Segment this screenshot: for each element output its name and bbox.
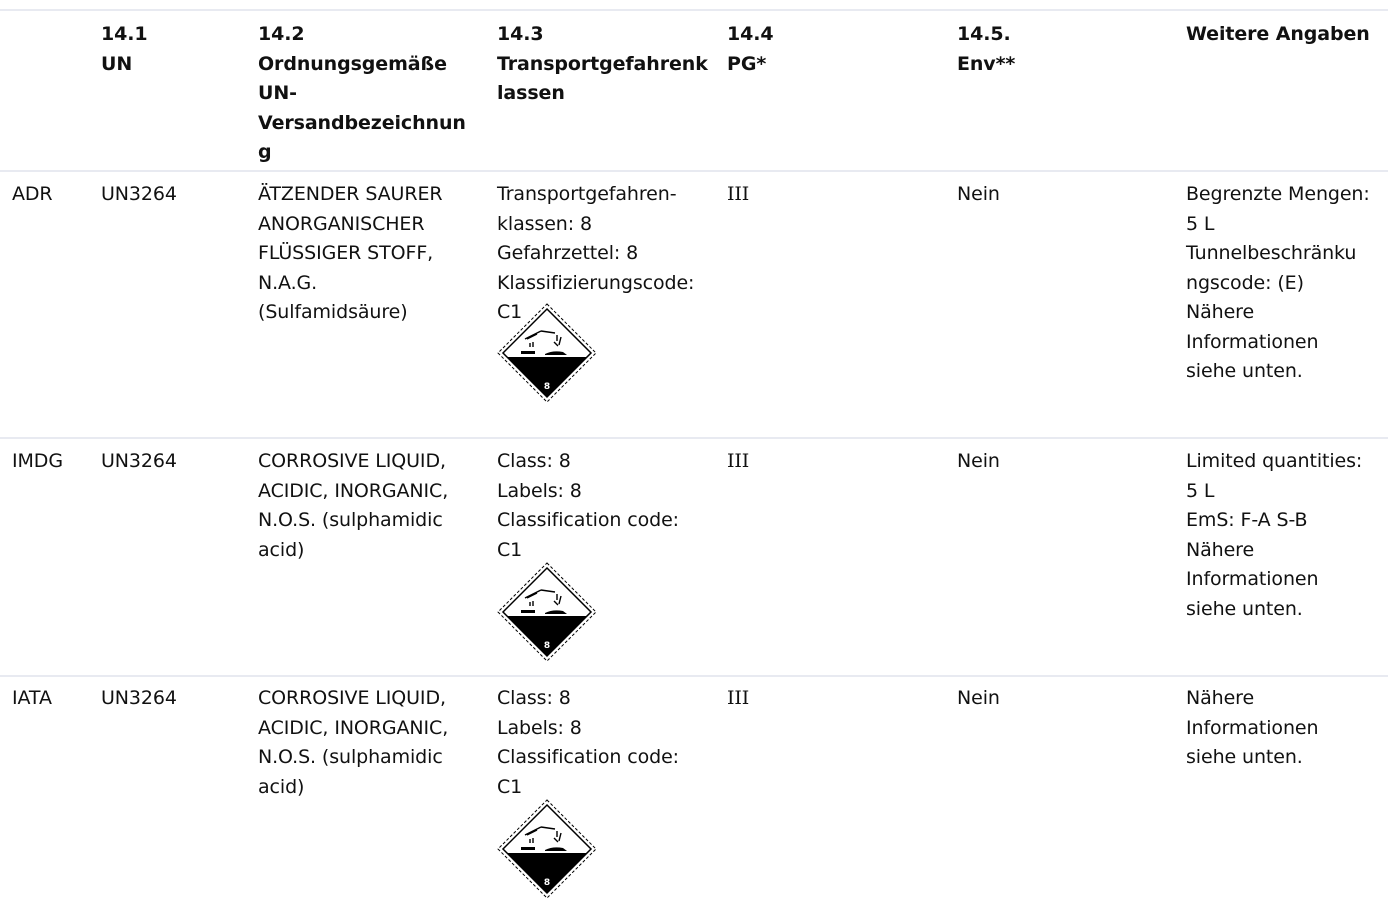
corrosive-placard-icon: 8 bbox=[497, 562, 597, 662]
row-environmental: Nein bbox=[957, 183, 1000, 205]
row-class-info: Class: 8 Labels: 8 Classification code: … bbox=[497, 687, 679, 798]
row-mode: ADR bbox=[12, 183, 53, 205]
header-environmental: 14.5. Env** bbox=[957, 23, 1016, 75]
row-environmental: Nein bbox=[957, 687, 1000, 709]
svg-text:8: 8 bbox=[544, 641, 550, 651]
header-rule bbox=[0, 170, 1388, 172]
header-further-info: Weitere Angaben bbox=[1186, 23, 1370, 45]
header-shipping-name: 14.2 Ordnungsgemäße UN- Versandbezeichnu… bbox=[258, 23, 466, 163]
row-mode: IMDG bbox=[12, 450, 63, 472]
row-further-info: Begrenzte Mengen: 5 L Tunnelbeschränku n… bbox=[1186, 183, 1370, 382]
row-un-number: UN3264 bbox=[101, 687, 177, 709]
header-un-number: 14.1 UN bbox=[101, 23, 148, 75]
row-rule bbox=[0, 675, 1388, 677]
row-packing-group: III bbox=[727, 450, 750, 472]
corrosive-placard-icon: 8 bbox=[497, 303, 597, 403]
header-packing-group: 14.4 PG* bbox=[727, 23, 774, 75]
header-hazard-class: 14.3 Transportgefahrenk lassen bbox=[497, 23, 708, 104]
row-un-number: UN3264 bbox=[101, 450, 177, 472]
row-rule bbox=[0, 437, 1388, 439]
row-shipping-name: ÄTZENDER SAURER ANORGANISCHER FLÜSSIGER … bbox=[258, 183, 443, 323]
row-further-info: Limited quantities: 5 L EmS: F-A S-B Näh… bbox=[1186, 450, 1363, 620]
svg-text:8: 8 bbox=[544, 878, 550, 888]
row-packing-group: III bbox=[727, 687, 750, 709]
row-packing-group: III bbox=[727, 183, 750, 205]
row-shipping-name: CORROSIVE LIQUID, ACIDIC, INORGANIC, N.O… bbox=[258, 450, 449, 561]
row-environmental: Nein bbox=[957, 450, 1000, 472]
row-mode: IATA bbox=[12, 687, 52, 709]
svg-text:8: 8 bbox=[544, 382, 550, 392]
row-class-info: Transportgefahren- klassen: 8 Gefahrzett… bbox=[497, 183, 695, 323]
row-class-info: Class: 8 Labels: 8 Classification code: … bbox=[497, 450, 679, 561]
corrosive-placard-icon: 8 bbox=[497, 799, 597, 899]
table-top-rule bbox=[0, 9, 1388, 11]
row-shipping-name: CORROSIVE LIQUID, ACIDIC, INORGANIC, N.O… bbox=[258, 687, 449, 798]
row-further-info: Nähere Informationen siehe unten. bbox=[1186, 687, 1319, 768]
row-un-number: UN3264 bbox=[101, 183, 177, 205]
